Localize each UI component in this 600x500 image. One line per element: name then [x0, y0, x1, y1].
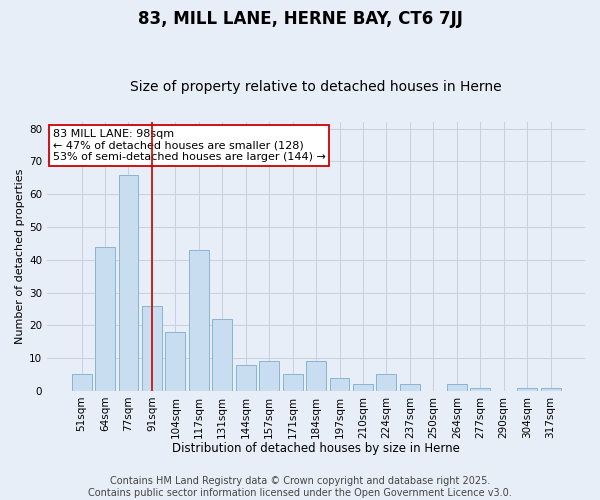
- Bar: [166, 332, 185, 391]
- Text: 83 MILL LANE: 98sqm
← 47% of detached houses are smaller (128)
53% of semi-detac: 83 MILL LANE: 98sqm ← 47% of detached ho…: [53, 129, 325, 162]
- Bar: [329, 378, 349, 391]
- Y-axis label: Number of detached properties: Number of detached properties: [15, 169, 25, 344]
- Text: 83, MILL LANE, HERNE BAY, CT6 7JJ: 83, MILL LANE, HERNE BAY, CT6 7JJ: [137, 10, 463, 28]
- Bar: [447, 384, 467, 391]
- Bar: [353, 384, 373, 391]
- Title: Size of property relative to detached houses in Herne: Size of property relative to detached ho…: [130, 80, 502, 94]
- Bar: [376, 374, 397, 391]
- Text: Contains HM Land Registry data © Crown copyright and database right 2025.
Contai: Contains HM Land Registry data © Crown c…: [88, 476, 512, 498]
- Bar: [71, 374, 92, 391]
- Bar: [189, 250, 209, 391]
- X-axis label: Distribution of detached houses by size in Herne: Distribution of detached houses by size …: [172, 442, 460, 455]
- Bar: [470, 388, 490, 391]
- Bar: [541, 388, 560, 391]
- Bar: [236, 364, 256, 391]
- Bar: [259, 362, 279, 391]
- Bar: [517, 388, 537, 391]
- Bar: [119, 174, 139, 391]
- Bar: [212, 318, 232, 391]
- Bar: [95, 246, 115, 391]
- Bar: [142, 306, 162, 391]
- Bar: [283, 374, 302, 391]
- Bar: [400, 384, 420, 391]
- Bar: [306, 362, 326, 391]
